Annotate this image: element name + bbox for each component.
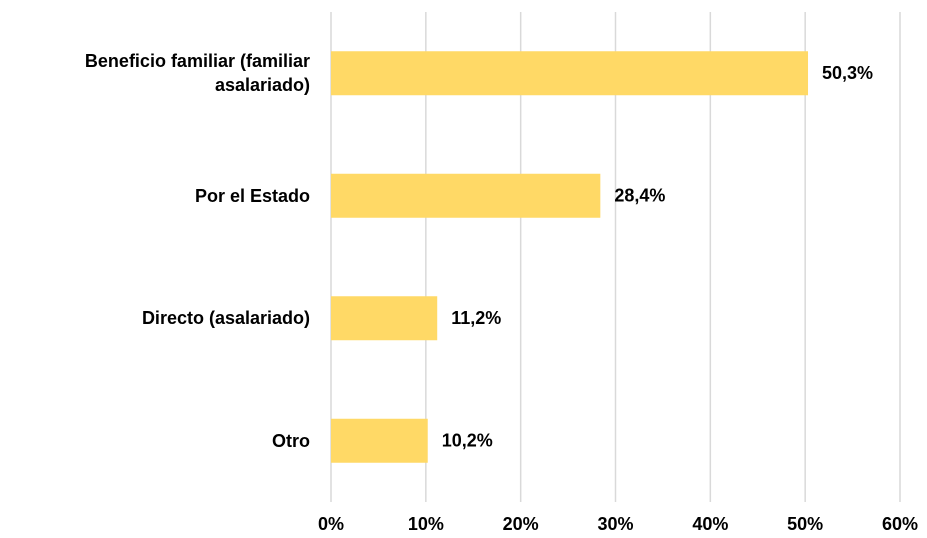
x-tick-label: 0% — [318, 514, 344, 534]
bar — [331, 296, 438, 341]
y-tick-label: Otro — [272, 430, 310, 451]
x-tick-label: 20% — [503, 514, 539, 534]
y-tick-label: Por el Estado — [194, 185, 310, 206]
x-tick-label: 10% — [408, 514, 444, 534]
value-label: 10,2% — [442, 431, 493, 451]
value-label: 50,3% — [822, 63, 873, 83]
x-tick-label: 40% — [692, 514, 728, 534]
bar — [331, 418, 428, 463]
x-tick-label: 50% — [787, 514, 823, 534]
y-tick-label: Beneficio familiar (familiar asalariado) — [84, 51, 310, 96]
bar — [331, 173, 601, 218]
value-label: 11,2% — [451, 308, 501, 328]
x-tick-label: 60% — [882, 514, 918, 534]
x-tick-label: 30% — [597, 514, 633, 534]
value-label: 28,4% — [614, 186, 665, 206]
y-tick-label: Directo (asalariado) — [141, 308, 310, 329]
bar — [331, 51, 809, 96]
